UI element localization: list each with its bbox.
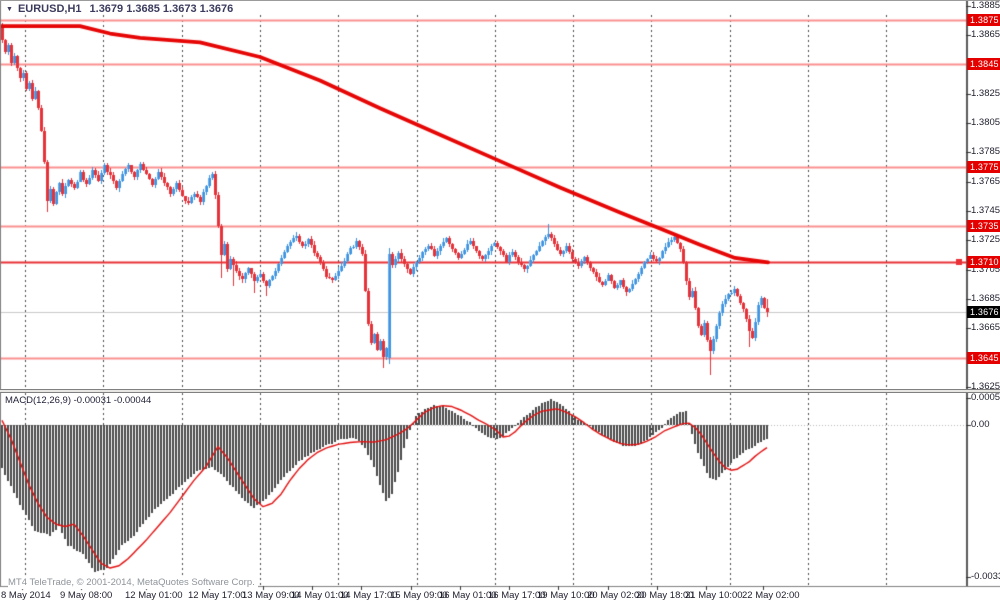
price-level-tag[interactable]: 1.3875 bbox=[967, 14, 1000, 27]
time-tick-label: 19 May 10:00 bbox=[537, 590, 595, 601]
macd-tick-label: 0.00058 bbox=[971, 392, 1000, 404]
time-tick-label: 22 May 02:00 bbox=[742, 590, 800, 601]
ohlc-values: 1.3679 1.3685 1.3673 1.3676 bbox=[89, 3, 234, 15]
price-tick-label: 1.3785 bbox=[971, 146, 1000, 158]
macd-tick-label: 0.00 bbox=[971, 419, 990, 430]
price-tick-label: 1.3865 bbox=[971, 28, 1000, 40]
price-tick-label: 1.3745 bbox=[971, 205, 1000, 216]
macd-indicator-label: MACD(12,26,9) -0.00031 -0.00044 bbox=[5, 395, 152, 406]
time-tick-label: 9 May 08:00 bbox=[60, 590, 113, 601]
time-tick-label: 8 May 2014 bbox=[1, 590, 51, 601]
chart-title: ▼ EURUSD,H1 1.3679 1.3685 1.3673 1.3676 bbox=[6, 3, 233, 15]
pane-splitter[interactable] bbox=[0, 389, 1000, 393]
price-tick-label: 1.3805 bbox=[971, 116, 1000, 128]
price-level-tag[interactable]: 1.3710 bbox=[967, 256, 1000, 269]
price-level-tag[interactable]: 1.3845 bbox=[967, 58, 1000, 71]
time-tick-label: 16 May 17:00 bbox=[488, 590, 546, 601]
copyright-watermark: MT4 TeleTrade, © 2001-2014, MetaQuotes S… bbox=[8, 577, 258, 589]
time-tick-label: 13 May 09:00 bbox=[242, 590, 300, 601]
price-tick-label: 1.3625 bbox=[971, 381, 1000, 392]
price-tick-label: 1.3665 bbox=[971, 322, 1000, 334]
price-tick-label: 1.3705 bbox=[971, 263, 1000, 275]
price-tick-label: 1.3685 bbox=[971, 293, 1000, 304]
time-tick-label: 20 May 18:00 bbox=[636, 590, 694, 601]
time-tick-label: 12 May 01:00 bbox=[125, 590, 183, 601]
time-tick-label: 15 May 09:00 bbox=[390, 590, 448, 601]
price-tick-label: 1.3885 bbox=[971, 0, 1000, 11]
price-tick-label: 1.3725 bbox=[971, 234, 1000, 246]
time-tick-label: 20 May 02:00 bbox=[587, 590, 645, 601]
macd-tick-label: -0.0033 bbox=[971, 571, 1000, 583]
symbol-timeframe-label: EURUSD,H1 bbox=[17, 3, 82, 15]
price-level-tag[interactable]: 1.3645 bbox=[967, 351, 1000, 364]
time-tick-label: 14 May 17:00 bbox=[340, 590, 398, 601]
price-tick-label: 1.3765 bbox=[971, 175, 1000, 187]
current-price-tag: 1.3676 bbox=[967, 306, 1000, 319]
time-tick-label: 21 May 10:00 bbox=[685, 590, 743, 601]
symbol-marker-icon: ▼ bbox=[6, 5, 13, 13]
time-tick-label: 14 May 01:00 bbox=[291, 590, 349, 601]
price-tick-label: 1.3825 bbox=[971, 87, 1000, 99]
time-tick-label: 16 May 01:00 bbox=[439, 590, 497, 601]
price-level-tag[interactable]: 1.3735 bbox=[967, 219, 1000, 232]
time-tick-label: 12 May 17:00 bbox=[188, 590, 246, 601]
price-level-tag[interactable]: 1.3775 bbox=[967, 160, 1000, 173]
